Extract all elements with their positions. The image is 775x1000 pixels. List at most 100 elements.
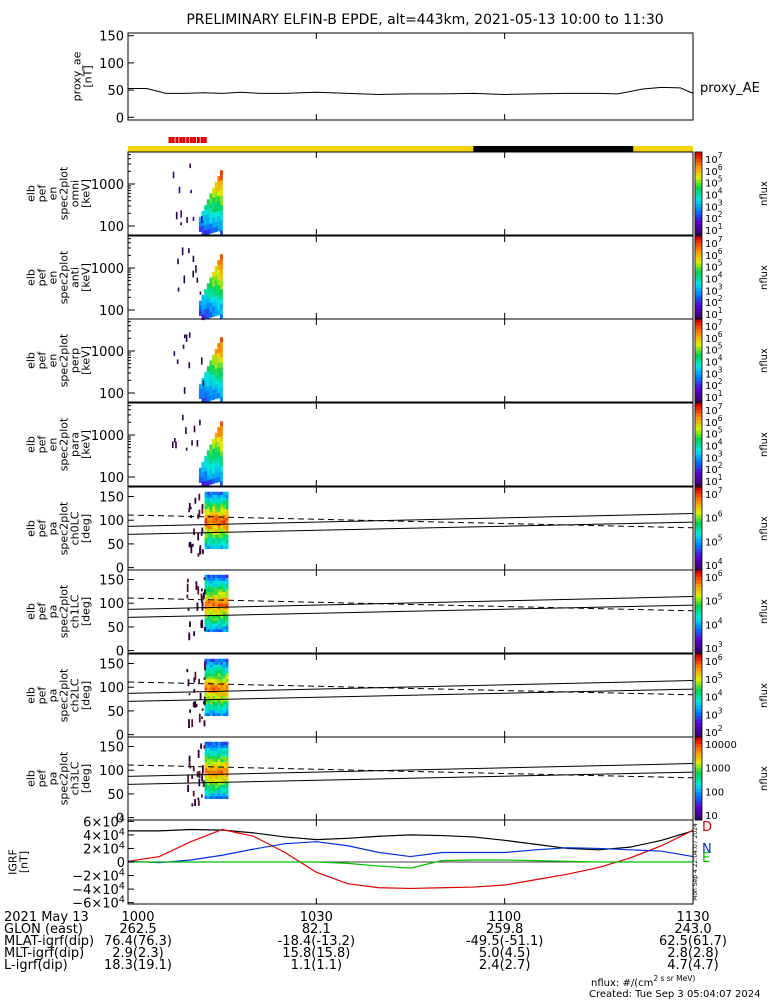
spectrogram-cell bbox=[206, 288, 210, 294]
spectrogram-cell bbox=[212, 764, 216, 768]
spectrogram-cell bbox=[225, 764, 229, 768]
spectrogram-cell bbox=[217, 457, 221, 463]
spectrogram-cell bbox=[214, 216, 218, 223]
spectrogram-cell bbox=[206, 308, 210, 314]
spectrogram-cell bbox=[207, 667, 211, 671]
spectrogram-cell bbox=[204, 678, 208, 682]
spectrogram-cell bbox=[206, 224, 210, 230]
spectrogram-cell bbox=[220, 387, 223, 393]
spectrogram-cell bbox=[206, 396, 210, 402]
spectrogram-cell bbox=[209, 790, 213, 794]
colorbar-segment bbox=[695, 263, 702, 268]
spectrogram-cell bbox=[204, 517, 208, 521]
footer-row-value: 15.8(15.8) bbox=[282, 946, 350, 961]
ylabel-line: elb bbox=[25, 687, 38, 704]
footer-row-value: 1.1(1.1) bbox=[291, 958, 343, 973]
footer-row-value: -18.4(-13.2) bbox=[278, 934, 355, 949]
spectrogram-cell bbox=[217, 494, 221, 498]
colorbar-tick-label: 101 bbox=[705, 306, 723, 321]
colorbar-segment bbox=[695, 165, 702, 170]
spectrogram-cell bbox=[212, 301, 215, 307]
colorbar-segment bbox=[695, 294, 702, 299]
spectrogram-cell bbox=[204, 620, 208, 624]
spectrogram-speck bbox=[185, 427, 187, 435]
spectrogram-cell bbox=[217, 755, 221, 760]
spectrogram-cell bbox=[215, 623, 218, 627]
spectrogram-cell bbox=[214, 206, 218, 213]
spectrogram-cell bbox=[217, 310, 221, 316]
spectrogram-cell bbox=[223, 767, 226, 771]
spectrogram-cell bbox=[209, 198, 213, 204]
spectrogram-cell bbox=[217, 452, 221, 458]
spectrogram-cell bbox=[220, 274, 223, 280]
spectrogram-cell bbox=[217, 623, 221, 627]
spectrogram-cell bbox=[209, 617, 213, 621]
spectrogram-cell bbox=[217, 684, 221, 688]
pitch-solid-line bbox=[127, 604, 694, 618]
spectrogram-cell bbox=[217, 781, 221, 785]
spectrogram-cell bbox=[217, 597, 221, 601]
spectrogram-cell bbox=[209, 503, 213, 507]
spectrogram-cell bbox=[198, 477, 202, 483]
spectrogram-cell bbox=[209, 778, 213, 782]
spectrogram-speck bbox=[186, 668, 189, 673]
spectrogram-cell bbox=[217, 608, 221, 613]
spectrogram-cell bbox=[212, 540, 216, 544]
colorbar-segment bbox=[695, 583, 702, 588]
spectrogram-cell bbox=[220, 709, 224, 714]
spectrogram-cell bbox=[215, 770, 218, 774]
spectrogram-cell bbox=[206, 391, 210, 397]
spectrogram-cell bbox=[212, 500, 216, 504]
red-mark bbox=[179, 137, 183, 143]
colorbar-segment bbox=[695, 535, 702, 540]
spectrogram-speck bbox=[199, 419, 201, 426]
spectrogram-cell bbox=[204, 471, 208, 477]
spectrogram-cell bbox=[207, 767, 211, 771]
colorbar-segment bbox=[695, 531, 702, 536]
spectrogram-cell bbox=[198, 472, 202, 478]
spectrogram-cell bbox=[212, 792, 216, 797]
footer-row-value: -49.5(-51.1) bbox=[466, 934, 543, 949]
spectrogram-cell bbox=[212, 790, 216, 794]
spectrogram-cell bbox=[206, 219, 210, 225]
spectrogram-cell bbox=[223, 597, 226, 601]
spectrogram-cell bbox=[214, 280, 218, 287]
spectrogram-cell bbox=[207, 790, 211, 794]
spectrogram-cell bbox=[206, 229, 210, 235]
spectrogram-cell bbox=[223, 778, 226, 782]
spectrogram-cell bbox=[215, 792, 218, 797]
y-tick-label: 50 bbox=[107, 538, 124, 553]
spectrogram-cell bbox=[207, 661, 211, 665]
spectrogram-cell bbox=[225, 744, 229, 748]
spectrogram-cell bbox=[220, 170, 223, 176]
colorbar-segment bbox=[695, 608, 702, 612]
spectrogram-cell bbox=[204, 491, 208, 495]
spectrogram-cell bbox=[209, 390, 213, 396]
spectrogram-cell bbox=[225, 661, 229, 665]
spectrogram-speck bbox=[197, 797, 200, 801]
pitch-dashed-line bbox=[127, 764, 694, 779]
spectrogram-speck bbox=[196, 277, 199, 283]
spectrogram-cell bbox=[220, 517, 224, 521]
spectrogram-cell bbox=[209, 597, 213, 601]
spectrogram-cell bbox=[215, 767, 218, 771]
spectrogram-cell bbox=[220, 525, 224, 530]
spectrogram-cell bbox=[214, 358, 218, 365]
spectrogram-cell bbox=[220, 446, 223, 452]
colorbar-tick-label: 102 bbox=[705, 377, 723, 392]
spectrogram-cell bbox=[223, 514, 226, 518]
spectrogram-cell bbox=[201, 210, 205, 217]
spectrogram-cell bbox=[209, 505, 213, 510]
spectrogram-cell bbox=[209, 709, 213, 714]
spectrogram-cell bbox=[207, 750, 211, 754]
colorbar-segment bbox=[695, 458, 702, 463]
spectrogram-cell bbox=[212, 617, 216, 621]
spectrogram-cell bbox=[204, 784, 208, 788]
spectrogram-cell bbox=[217, 472, 221, 478]
spectrogram-speck bbox=[194, 799, 196, 806]
colorbar-segment bbox=[695, 336, 702, 341]
spectrogram-speck bbox=[193, 631, 196, 637]
spectrogram-cell bbox=[212, 511, 216, 515]
spectrogram-cell bbox=[220, 672, 224, 677]
spectrogram-cell bbox=[225, 617, 229, 621]
